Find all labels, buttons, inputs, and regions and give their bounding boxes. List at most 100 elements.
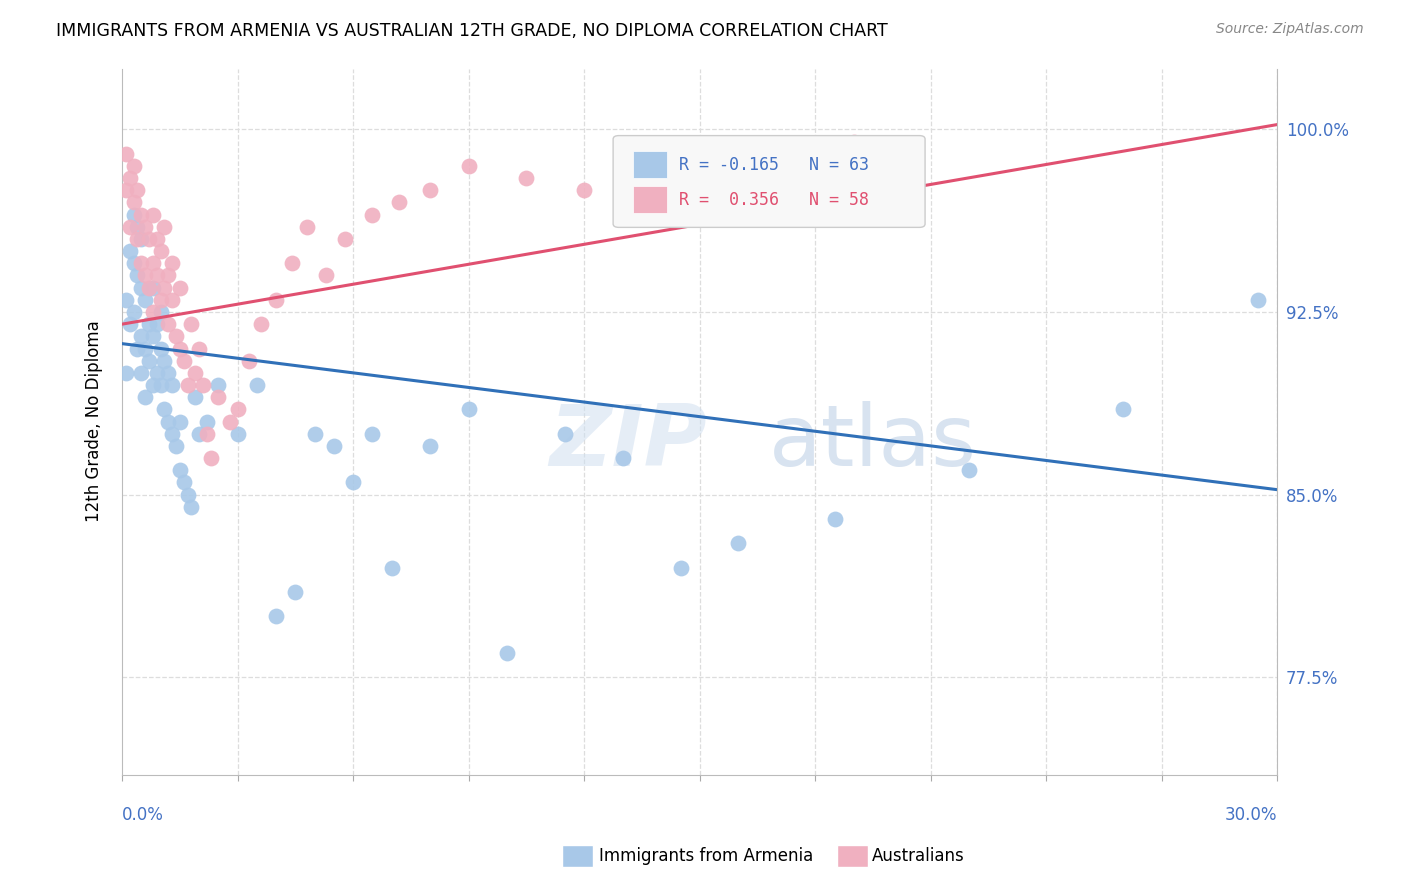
- Point: [184, 366, 207, 380]
- Point: [127, 232, 149, 246]
- Point: [122, 305, 145, 319]
- Point: [169, 342, 191, 356]
- Point: [361, 426, 384, 441]
- Point: [173, 353, 195, 368]
- Point: [457, 402, 479, 417]
- Point: [118, 219, 141, 234]
- Point: [180, 500, 202, 514]
- Point: [138, 317, 160, 331]
- Point: [191, 378, 214, 392]
- Point: [195, 426, 218, 441]
- Point: [295, 219, 318, 234]
- Point: [142, 256, 165, 270]
- Point: [160, 256, 183, 270]
- Point: [165, 329, 187, 343]
- Point: [153, 219, 176, 234]
- Bar: [633, 151, 668, 178]
- Point: [127, 183, 149, 197]
- Point: [160, 426, 183, 441]
- Point: [134, 342, 156, 356]
- Text: Australians: Australians: [872, 847, 965, 865]
- Point: [842, 135, 865, 149]
- Point: [131, 366, 153, 380]
- Point: [264, 293, 287, 307]
- Point: [457, 159, 479, 173]
- Point: [142, 305, 165, 319]
- Text: 0.0%: 0.0%: [122, 806, 165, 824]
- Point: [118, 244, 141, 259]
- Text: Immigrants from Armenia: Immigrants from Armenia: [599, 847, 813, 865]
- Point: [134, 268, 156, 283]
- Point: [122, 256, 145, 270]
- Point: [1247, 293, 1270, 307]
- Point: [280, 256, 302, 270]
- Point: [138, 232, 160, 246]
- Bar: [633, 186, 668, 213]
- Point: [361, 208, 384, 222]
- Point: [134, 293, 156, 307]
- Point: [631, 146, 654, 161]
- Point: [165, 439, 187, 453]
- Point: [127, 219, 149, 234]
- Point: [388, 195, 411, 210]
- Point: [157, 366, 180, 380]
- Point: [419, 439, 441, 453]
- Point: [824, 512, 846, 526]
- Point: [304, 426, 326, 441]
- Point: [381, 560, 404, 574]
- Point: [188, 426, 211, 441]
- Point: [515, 171, 537, 186]
- Point: [785, 146, 807, 161]
- Text: ZIP: ZIP: [550, 401, 707, 484]
- Point: [195, 415, 218, 429]
- Text: IMMIGRANTS FROM ARMENIA VS AUSTRALIAN 12TH GRADE, NO DIPLOMA CORRELATION CHART: IMMIGRANTS FROM ARMENIA VS AUSTRALIAN 12…: [56, 22, 889, 40]
- Point: [145, 232, 167, 246]
- Point: [173, 475, 195, 490]
- Point: [160, 378, 183, 392]
- Point: [176, 378, 198, 392]
- Point: [115, 293, 138, 307]
- Point: [115, 183, 138, 197]
- Point: [169, 415, 191, 429]
- Point: [419, 183, 441, 197]
- Point: [342, 475, 364, 490]
- Point: [219, 415, 242, 429]
- Point: [200, 451, 222, 466]
- Point: [315, 268, 337, 283]
- Point: [496, 646, 519, 660]
- Point: [115, 366, 138, 380]
- Point: [142, 329, 165, 343]
- Point: [142, 208, 165, 222]
- Point: [160, 293, 183, 307]
- Point: [612, 451, 634, 466]
- Point: [138, 280, 160, 294]
- Point: [115, 146, 138, 161]
- Point: [145, 317, 167, 331]
- Point: [238, 353, 260, 368]
- Point: [118, 317, 141, 331]
- Point: [226, 426, 249, 441]
- Point: [153, 353, 176, 368]
- Point: [284, 585, 307, 599]
- Point: [153, 402, 176, 417]
- Point: [118, 171, 141, 186]
- Point: [707, 159, 730, 173]
- Point: [153, 280, 176, 294]
- Point: [142, 378, 165, 392]
- Text: Source: ZipAtlas.com: Source: ZipAtlas.com: [1216, 22, 1364, 37]
- Text: R =  0.356   N = 58: R = 0.356 N = 58: [679, 191, 869, 209]
- Point: [335, 232, 357, 246]
- Point: [322, 439, 344, 453]
- Point: [669, 560, 692, 574]
- Point: [169, 463, 191, 477]
- Point: [122, 159, 145, 173]
- Point: [145, 366, 167, 380]
- Point: [122, 195, 145, 210]
- Point: [157, 268, 180, 283]
- Point: [727, 536, 749, 550]
- Point: [957, 463, 980, 477]
- Point: [246, 378, 269, 392]
- Point: [127, 342, 149, 356]
- Point: [157, 317, 180, 331]
- Text: 30.0%: 30.0%: [1225, 806, 1278, 824]
